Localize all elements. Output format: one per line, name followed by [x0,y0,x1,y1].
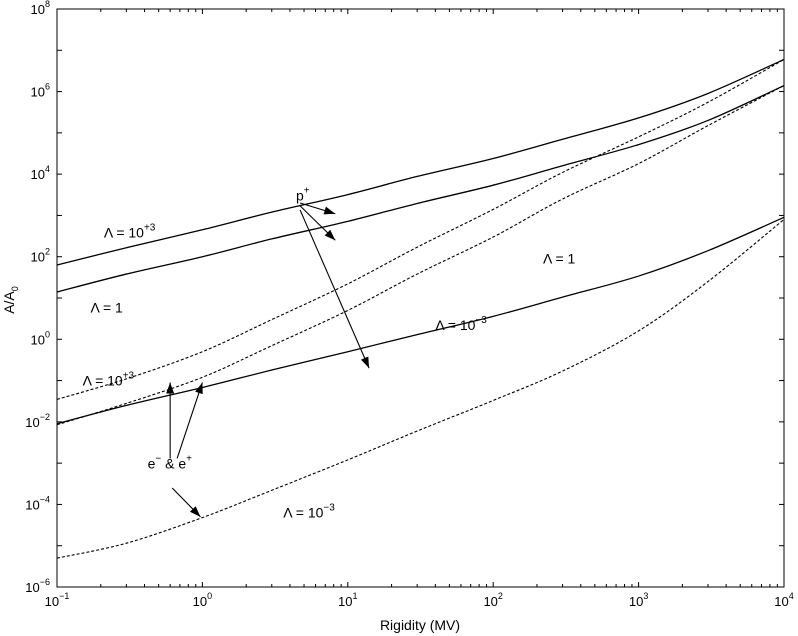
x-tick-base: 10 [193,594,207,609]
arrow-head [360,356,370,369]
y-axis-label: A/A0 [1,286,20,314]
x-tick-label: 103 [629,591,648,609]
x-tick-base: 10 [774,594,788,609]
x-tick-base: 10 [338,594,352,609]
curve-annotation: Λ = 10−3 [435,315,487,333]
annotation-arrow [299,209,370,369]
annotation-superscript: − [155,453,161,464]
curve-annotation: Λ = 1 [91,299,124,315]
y-tick-base: 10 [25,497,39,512]
annotation-text-mid: & e [161,455,186,471]
curve-annotation: Λ = 10+3 [104,223,156,241]
annotation-text: Λ = 10 [104,225,144,241]
annotation-arrow [176,382,203,459]
annotation-text: Λ = 10 [83,373,123,389]
x-tick-base: 10 [45,594,59,609]
y-tick-base: 10 [31,167,45,182]
x-tick-base: 10 [483,594,497,609]
y-tick-exponent: 0 [45,329,50,339]
curve-annotation: Λ = 10−3 [283,503,335,521]
series-line-6 [56,219,785,559]
series-line-5 [56,85,785,426]
annotation-superscript: −3 [475,315,487,326]
x-tick-label: 10−1 [45,591,70,609]
annotation-superscript: +3 [144,223,156,234]
y-tick-label: 10−4 [25,494,50,512]
arrow-head [324,229,336,241]
y-tick-base: 10 [25,580,39,595]
y-tick-exponent: −2 [40,412,50,422]
annotation-text: p [296,187,304,203]
x-tick-label: 104 [774,591,793,609]
x-tick-exponent: 0 [207,591,212,601]
y-tick-label: 102 [31,247,50,265]
annotation-text: Λ = 1 [91,299,124,315]
x-tick-label: 100 [193,591,212,609]
y-tick-label: 106 [31,82,50,100]
x-axis-label: Rigidity (MV) [380,617,460,633]
annotation-superscript: + [304,185,310,196]
y-tick-exponent: −4 [40,494,50,504]
arrow-head [166,382,175,394]
annotation-text: Λ = 1 [543,251,576,267]
series-line-1 [56,58,785,266]
curve-annotation: e− & e+ [148,453,193,471]
x-tick-label: 101 [338,591,357,609]
y-axis-label-subscript: 0 [10,286,20,291]
arrow-head [323,206,336,215]
x-tick-exponent: −1 [59,591,69,601]
annotation-text: Λ = 10 [435,317,475,333]
curve-annotation: Λ = 10+3 [83,371,135,389]
y-axis-label-group: A/A0 [1,286,20,314]
arrow-head [189,506,201,517]
x-tick-exponent: 2 [498,591,503,601]
curves-layer [56,58,785,559]
y-tick-base: 10 [31,250,45,265]
x-tick-exponent: 4 [789,591,794,601]
x-tick-base: 10 [629,594,643,609]
y-tick-label: 10−2 [25,412,50,430]
y-tick-exponent: 2 [45,247,50,257]
x-tick-label: 102 [483,591,502,609]
curve-annotation: p+ [296,185,310,203]
y-tick-base: 10 [25,415,39,430]
series-line-3 [56,216,785,425]
plot-frame [56,8,785,588]
annotation-superscript: −3 [323,503,335,514]
y-tick-base: 10 [31,2,45,17]
y-tick-exponent: 4 [45,164,50,174]
annotation-text: e [148,455,156,471]
y-tick-exponent: 8 [45,0,50,9]
series-line-4 [56,58,785,400]
y-tick-label: 108 [31,0,50,17]
series-line-2 [56,84,785,293]
y-tick-base: 10 [31,332,45,347]
arrow-head [195,382,203,395]
ticks-layer: 10−1 100 101 102 103 10410−610−410−2100102104… [25,0,793,609]
y-axis-label-main: A/A [1,291,17,314]
y-tick-label: 100 [31,329,50,347]
x-tick-exponent: 1 [353,591,358,601]
y-tick-exponent: 6 [45,82,50,92]
y-tick-base: 10 [31,85,45,100]
y-tick-label: 104 [31,164,50,182]
annotation-text: Λ = 10 [283,505,323,521]
annotations-layer: Λ = 10+3Λ = 1Λ = 10+3Λ = 1Λ = 10−3Λ = 10… [83,185,576,520]
x-tick-exponent: 3 [643,591,648,601]
y-tick-exponent: −6 [40,577,50,587]
arrows-layer [166,202,370,518]
annotation-superscript: +3 [123,371,135,382]
y-tick-label: 10−6 [25,577,50,595]
curve-annotation: Λ = 1 [543,251,576,267]
annotation-superscript: + [186,453,192,464]
